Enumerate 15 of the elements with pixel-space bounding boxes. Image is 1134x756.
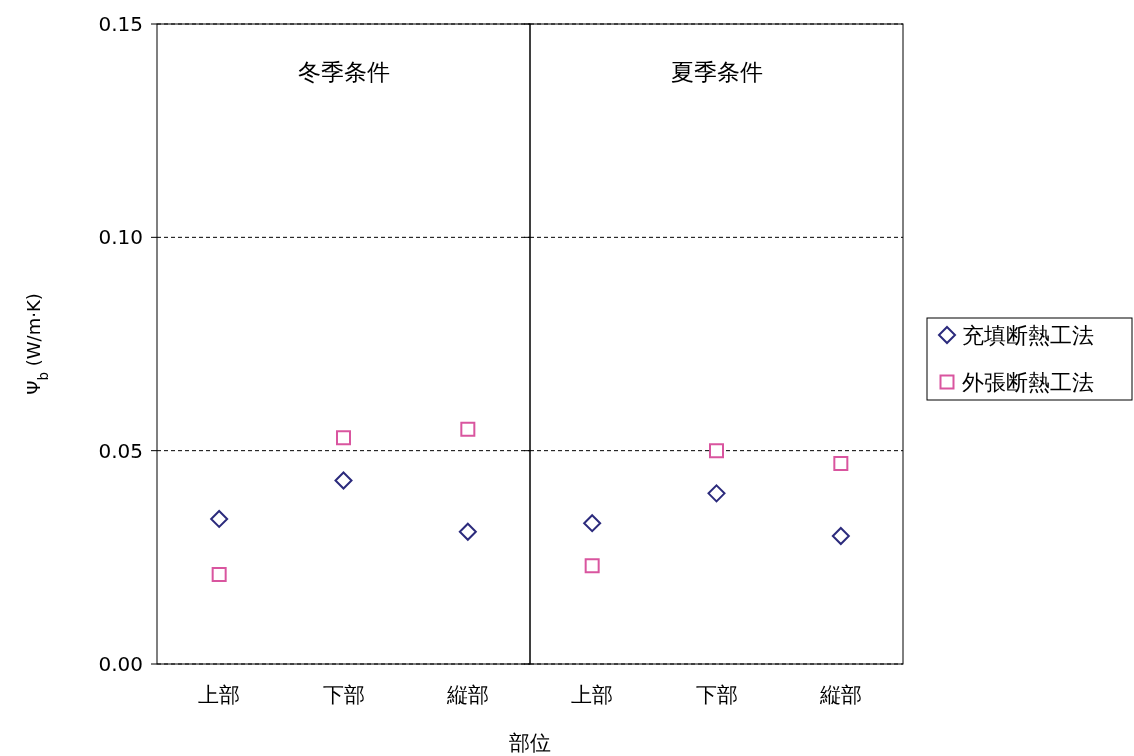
x-tick-label: 上部 (571, 683, 614, 707)
y-tick-label: 0.00 (98, 652, 143, 676)
x-tick-label: 縦部 (445, 683, 489, 707)
x-tick-label: 上部 (198, 683, 241, 707)
legend-label: 外張断熱工法 (962, 370, 1094, 395)
y-tick-label: 0.10 (98, 225, 143, 250)
y-tick-label: 0.05 (98, 438, 143, 463)
legend-label: 充填断熱工法 (962, 323, 1094, 348)
text: 冬季条件 (297, 59, 390, 85)
x-tick-label: 下部 (322, 683, 365, 707)
text: 夏季条件 (670, 59, 763, 85)
x-tick-label: 下部 (695, 683, 738, 707)
x-axis-title: 部位 (509, 731, 551, 755)
x-tick-label: 縦部 (818, 683, 862, 707)
y-tick-label: 0.15 (98, 12, 143, 36)
